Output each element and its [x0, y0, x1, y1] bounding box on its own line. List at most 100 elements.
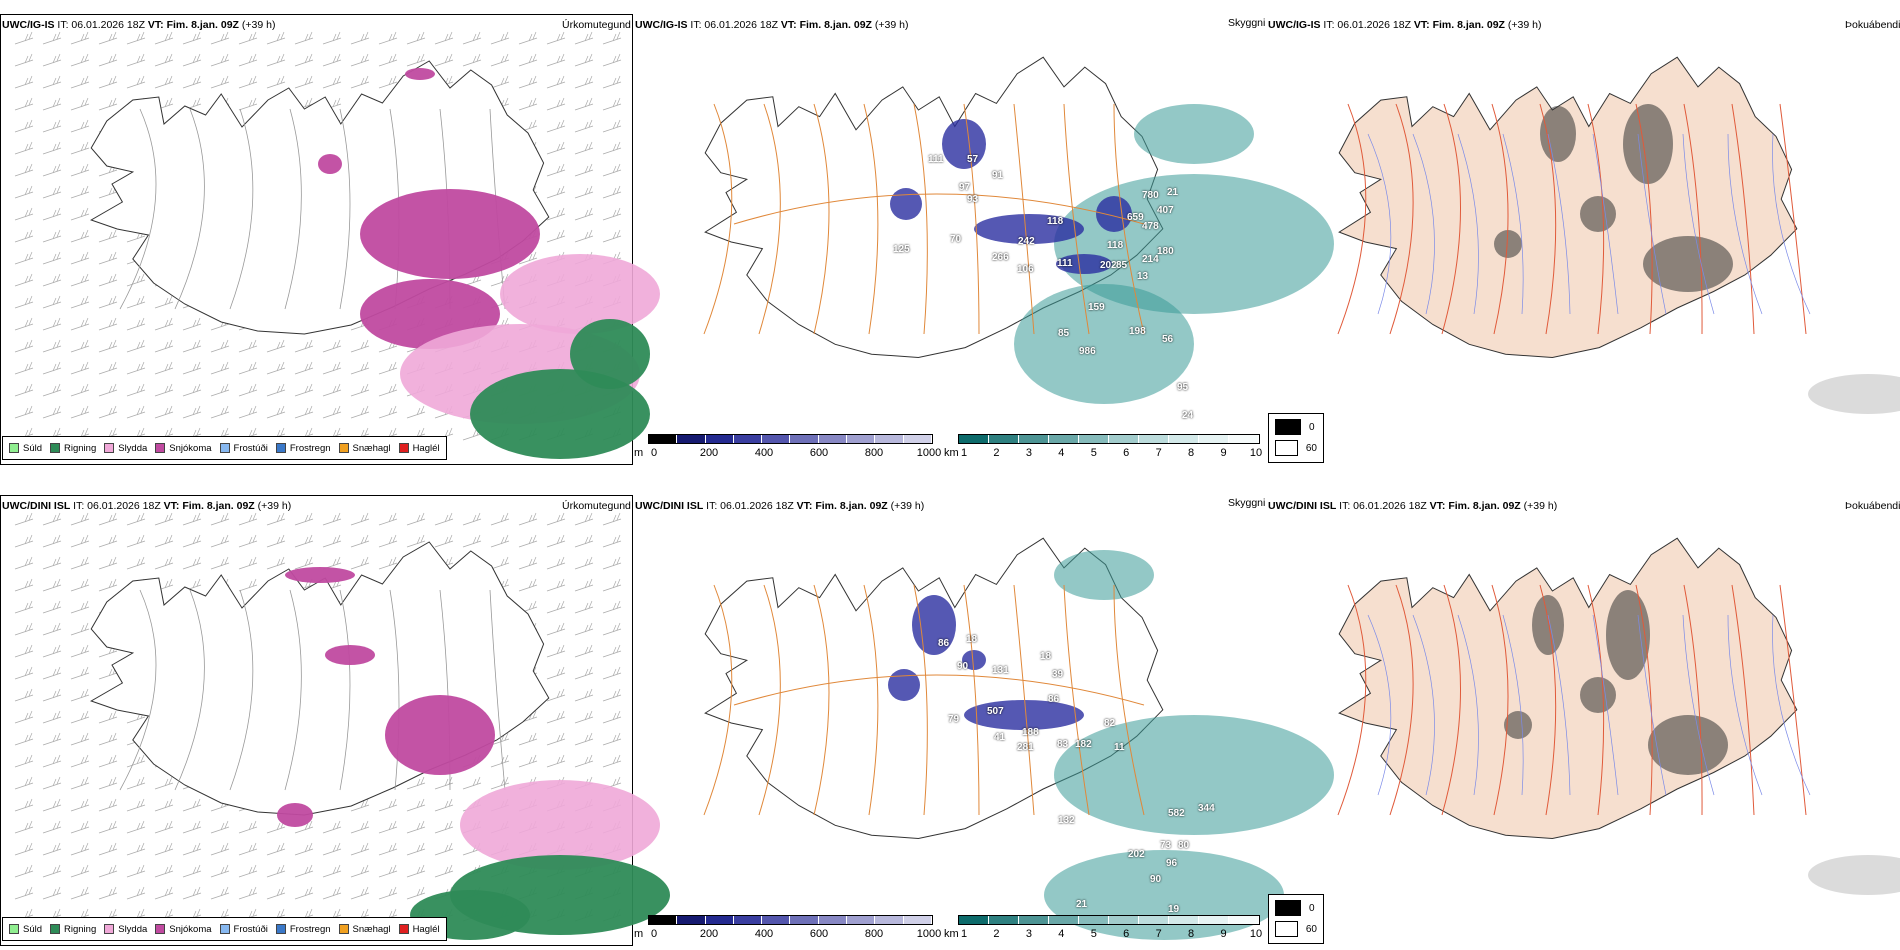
- sleet-area: [500, 254, 660, 334]
- wind-barb: [266, 886, 286, 900]
- legend-label: Frostúði: [233, 923, 268, 935]
- panel-title-row1-a: UWC/IG-IS IT: 06.01.2026 18Z VT: Fim. 8.…: [2, 19, 275, 31]
- wind-barb: [210, 820, 230, 834]
- wind-barb: [266, 864, 286, 878]
- wind-barb: [462, 512, 482, 526]
- wind-barb: [70, 688, 90, 702]
- wind-barb: [14, 75, 34, 89]
- wind-barb: [182, 820, 202, 834]
- wind-barb: [602, 644, 622, 658]
- low-visibility-area: [1054, 715, 1334, 835]
- colorbar-segment: [875, 435, 904, 443]
- legend-swatch: [9, 924, 19, 934]
- wind-barb: [378, 842, 398, 856]
- wind-barb: [546, 622, 566, 636]
- wind-barb: [238, 75, 258, 89]
- wind-barb: [518, 534, 538, 548]
- wind-barb: [70, 578, 90, 592]
- legend-item: Rigning: [50, 924, 96, 935]
- road-line: [1635, 103, 1653, 335]
- wind-barb: [602, 53, 622, 67]
- wind-barb: [14, 185, 34, 199]
- wind-barb: [238, 820, 258, 834]
- wind-barb: [266, 339, 286, 353]
- fog-area: [1580, 677, 1616, 713]
- wind-barb: [434, 798, 454, 812]
- wind-barb: [14, 776, 34, 790]
- wind-barb: [210, 534, 230, 548]
- colorbar-tick: 0: [650, 928, 658, 940]
- wind-barb: [350, 820, 370, 834]
- wind-barb: [574, 185, 594, 199]
- wind-barb: [126, 886, 146, 900]
- ceiling-value: 21: [1167, 187, 1179, 198]
- ceiling-value: 659: [1127, 212, 1144, 223]
- wind-barb: [70, 119, 90, 133]
- wind-barb: [602, 75, 622, 89]
- wind-barb: [602, 688, 622, 702]
- colorbar-segment: [1109, 916, 1139, 924]
- wind-barb: [42, 512, 62, 526]
- valid-time: Fim. 8.jan. 09Z: [799, 19, 872, 31]
- wind-barb: [266, 842, 286, 856]
- wind-barb: [42, 622, 62, 636]
- wind-barb: [70, 556, 90, 570]
- road-line: [119, 108, 157, 310]
- wind-barb: [294, 556, 314, 570]
- river-line: [1637, 133, 1667, 315]
- fog-legend-item: 0: [1275, 419, 1317, 435]
- wind-barb: [266, 512, 286, 526]
- wind-barb: [574, 710, 594, 724]
- wind-barb: [126, 273, 146, 287]
- wind-barb: [406, 512, 426, 526]
- fog-area-offshore: [1808, 374, 1900, 414]
- colorbar-tick: 10: [1249, 447, 1263, 459]
- low-ceiling-area: [1056, 254, 1112, 274]
- wind-barb: [546, 732, 566, 746]
- colorbar-segment: [790, 916, 819, 924]
- wind-barb: [42, 75, 62, 89]
- valid-time: Fim. 8.jan. 09Z: [1432, 19, 1505, 31]
- wind-barb: [70, 273, 90, 287]
- legend-label: Snjókoma: [169, 442, 212, 454]
- wind-barb: [462, 31, 482, 45]
- ceiling-value: 86: [1048, 694, 1060, 705]
- legend-swatch: [338, 443, 349, 453]
- river-line: [1772, 614, 1811, 796]
- wind-barb: [602, 600, 622, 614]
- colorbar-tick: 2: [993, 928, 1000, 940]
- wind-barb: [350, 842, 370, 856]
- road-line: [1779, 103, 1807, 335]
- wind-barb: [14, 317, 34, 331]
- wind-barb: [42, 886, 62, 900]
- colorbar-tick: 1000: [916, 447, 942, 459]
- wind-barb: [126, 405, 146, 419]
- ceiling-value: 80: [1178, 840, 1190, 851]
- river-line: [1592, 133, 1619, 315]
- wind-barb: [42, 710, 62, 724]
- wind-barb: [42, 229, 62, 243]
- ceiling-value: 73: [1160, 840, 1172, 851]
- wind-barb: [266, 405, 286, 419]
- wind-barb: [70, 622, 90, 636]
- ceiling-value: 57: [967, 154, 979, 165]
- wind-barb: [406, 842, 426, 856]
- wind-barb: [126, 383, 146, 397]
- model-name: UWC/IG-IS: [2, 19, 55, 31]
- wind-barb: [574, 97, 594, 111]
- road-line: [1731, 103, 1755, 335]
- wind-barb: [294, 864, 314, 878]
- wind-barb: [238, 534, 258, 548]
- wind-barb: [602, 622, 622, 636]
- wind-barb: [126, 864, 146, 878]
- wind-barb: [294, 53, 314, 67]
- road-line: [703, 103, 733, 335]
- road-line: [1441, 103, 1461, 335]
- model-name: UWC/IG-IS: [635, 19, 688, 31]
- wind-barb: [14, 864, 34, 878]
- low-ceiling-area: [974, 214, 1084, 244]
- wind-barb: [294, 842, 314, 856]
- wind-barb: [546, 185, 566, 199]
- wind-barb: [574, 534, 594, 548]
- wind-barb: [126, 776, 146, 790]
